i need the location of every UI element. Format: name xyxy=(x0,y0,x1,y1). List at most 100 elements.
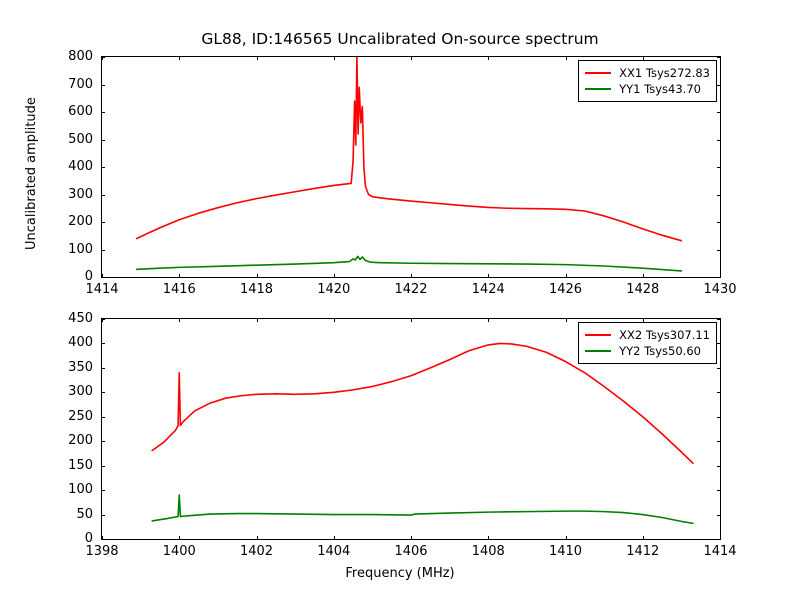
top-panel-legend: XX1 Tsys272.83 YY1 Tsys43.70 xyxy=(578,60,717,102)
x-tick-mark xyxy=(565,318,567,322)
x-tick-mark xyxy=(256,318,258,322)
y-tick-label: 100 xyxy=(68,482,93,498)
data-series-line xyxy=(152,495,693,523)
y-tick-mark xyxy=(717,490,721,492)
y-tick-label: 800 xyxy=(68,49,93,64)
x-tick-mark xyxy=(642,536,644,540)
x-tick-label: 1398 xyxy=(85,544,119,559)
x-tick-label: 1428 xyxy=(626,282,660,297)
x-tick-mark xyxy=(411,56,412,60)
y-tick-label: 700 xyxy=(68,76,93,92)
legend-label: XX2 Tsys307.11 xyxy=(619,328,710,342)
x-tick-label: 1424 xyxy=(471,282,505,297)
x-tick-label: 1402 xyxy=(239,544,274,559)
legend-line-swatch-icon xyxy=(585,350,612,352)
y-tick-mark xyxy=(717,112,721,113)
x-tick-label: 1400 xyxy=(162,544,196,559)
x-tick-label: 1408 xyxy=(471,544,505,559)
x-tick-mark xyxy=(179,536,181,540)
x-tick-label: 1422 xyxy=(394,282,428,297)
x-tick-mark xyxy=(488,274,490,278)
y-tick-mark xyxy=(717,416,721,418)
y-tick-mark xyxy=(101,441,105,443)
x-tick-mark xyxy=(720,56,721,60)
x-tick-mark xyxy=(565,536,567,540)
legend-line-swatch-icon xyxy=(585,334,612,336)
y-tick-label: 600 xyxy=(68,104,93,119)
x-tick-mark xyxy=(720,318,721,322)
y-tick-mark xyxy=(717,249,721,251)
bottom-panel-legend: XX2 Tsys307.11 YY2 Tsys50.60 xyxy=(578,322,717,364)
x-tick-mark xyxy=(333,318,335,322)
y-tick-mark xyxy=(717,465,721,467)
x-tick-mark xyxy=(256,274,258,278)
x-tick-mark xyxy=(488,56,490,60)
page-title: GL88, ID:146565 Uncalibrated On-source s… xyxy=(201,30,599,48)
y-tick-mark xyxy=(101,490,105,492)
x-tick-label: 1418 xyxy=(239,282,274,297)
y-tick-label: 300 xyxy=(68,384,93,400)
x-tick-mark xyxy=(720,274,721,278)
legend-line-swatch-icon xyxy=(585,88,612,90)
y-tick-mark xyxy=(717,194,721,196)
y-tick-mark xyxy=(101,249,105,251)
legend-item: YY1 Tsys43.70 xyxy=(585,81,710,97)
y-tick-mark xyxy=(101,84,105,86)
y-tick-label: 250 xyxy=(68,408,93,424)
x-tick-mark xyxy=(333,274,335,278)
y-tick-mark xyxy=(101,319,105,320)
y-tick-label: 400 xyxy=(68,159,93,174)
y-tick-mark xyxy=(101,514,105,516)
x-tick-label: 1410 xyxy=(548,544,583,559)
x-tick-mark xyxy=(411,318,412,322)
y-tick-mark xyxy=(717,222,721,223)
y-tick-mark xyxy=(101,222,105,223)
x-tick-mark xyxy=(102,274,103,278)
x-tick-mark xyxy=(720,536,721,540)
x-tick-mark xyxy=(102,56,103,60)
y-tick-mark xyxy=(101,465,105,467)
x-tick-mark xyxy=(179,318,181,322)
y-tick-mark xyxy=(717,84,721,86)
bottom-panel-axes: XX2 Tsys307.11 YY2 Tsys50.60 xyxy=(101,318,721,540)
y-tick-mark xyxy=(101,277,105,278)
x-tick-mark xyxy=(642,318,644,322)
y-tick-mark xyxy=(101,343,105,345)
x-tick-label: 1420 xyxy=(317,282,351,297)
x-tick-mark xyxy=(179,56,181,60)
y-tick-label: 150 xyxy=(68,457,93,473)
y-tick-mark xyxy=(717,343,721,345)
x-tick-mark xyxy=(179,274,181,278)
y-tick-label: 0 xyxy=(84,531,93,546)
data-series-line xyxy=(152,343,693,463)
legend-label: YY2 Tsys50.60 xyxy=(619,344,701,358)
top-panel-axes: XX1 Tsys272.83 YY1 Tsys43.70 xyxy=(101,56,721,278)
x-tick-label: 1426 xyxy=(548,282,583,297)
y-tick-mark xyxy=(717,514,721,516)
legend-item: XX2 Tsys307.11 xyxy=(585,327,710,343)
y-tick-mark xyxy=(717,539,721,540)
y-tick-mark xyxy=(101,167,105,168)
legend-label: YY1 Tsys43.70 xyxy=(619,82,701,96)
y-tick-label: 200 xyxy=(68,214,93,229)
x-tick-mark xyxy=(642,56,644,60)
y-tick-mark xyxy=(101,539,105,540)
y-tick-label: 50 xyxy=(76,506,93,522)
legend-label: XX1 Tsys272.83 xyxy=(619,66,710,80)
y-tick-label: 350 xyxy=(68,359,93,375)
x-tick-label: 1430 xyxy=(703,282,737,297)
y-tick-label: 100 xyxy=(68,241,93,257)
legend-item: XX1 Tsys272.83 xyxy=(585,65,710,81)
x-tick-mark xyxy=(565,56,567,60)
x-tick-mark xyxy=(333,536,335,540)
y-tick-mark xyxy=(101,194,105,196)
y-tick-label: 0 xyxy=(84,269,93,284)
legend-item: YY2 Tsys50.60 xyxy=(585,343,710,359)
y-tick-mark xyxy=(101,57,105,58)
y-tick-mark xyxy=(717,319,721,320)
bottom-panel-plot-area xyxy=(102,319,720,539)
x-tick-label: 1414 xyxy=(85,282,119,297)
x-tick-mark xyxy=(411,274,412,278)
top-panel-plot-area xyxy=(102,57,720,277)
